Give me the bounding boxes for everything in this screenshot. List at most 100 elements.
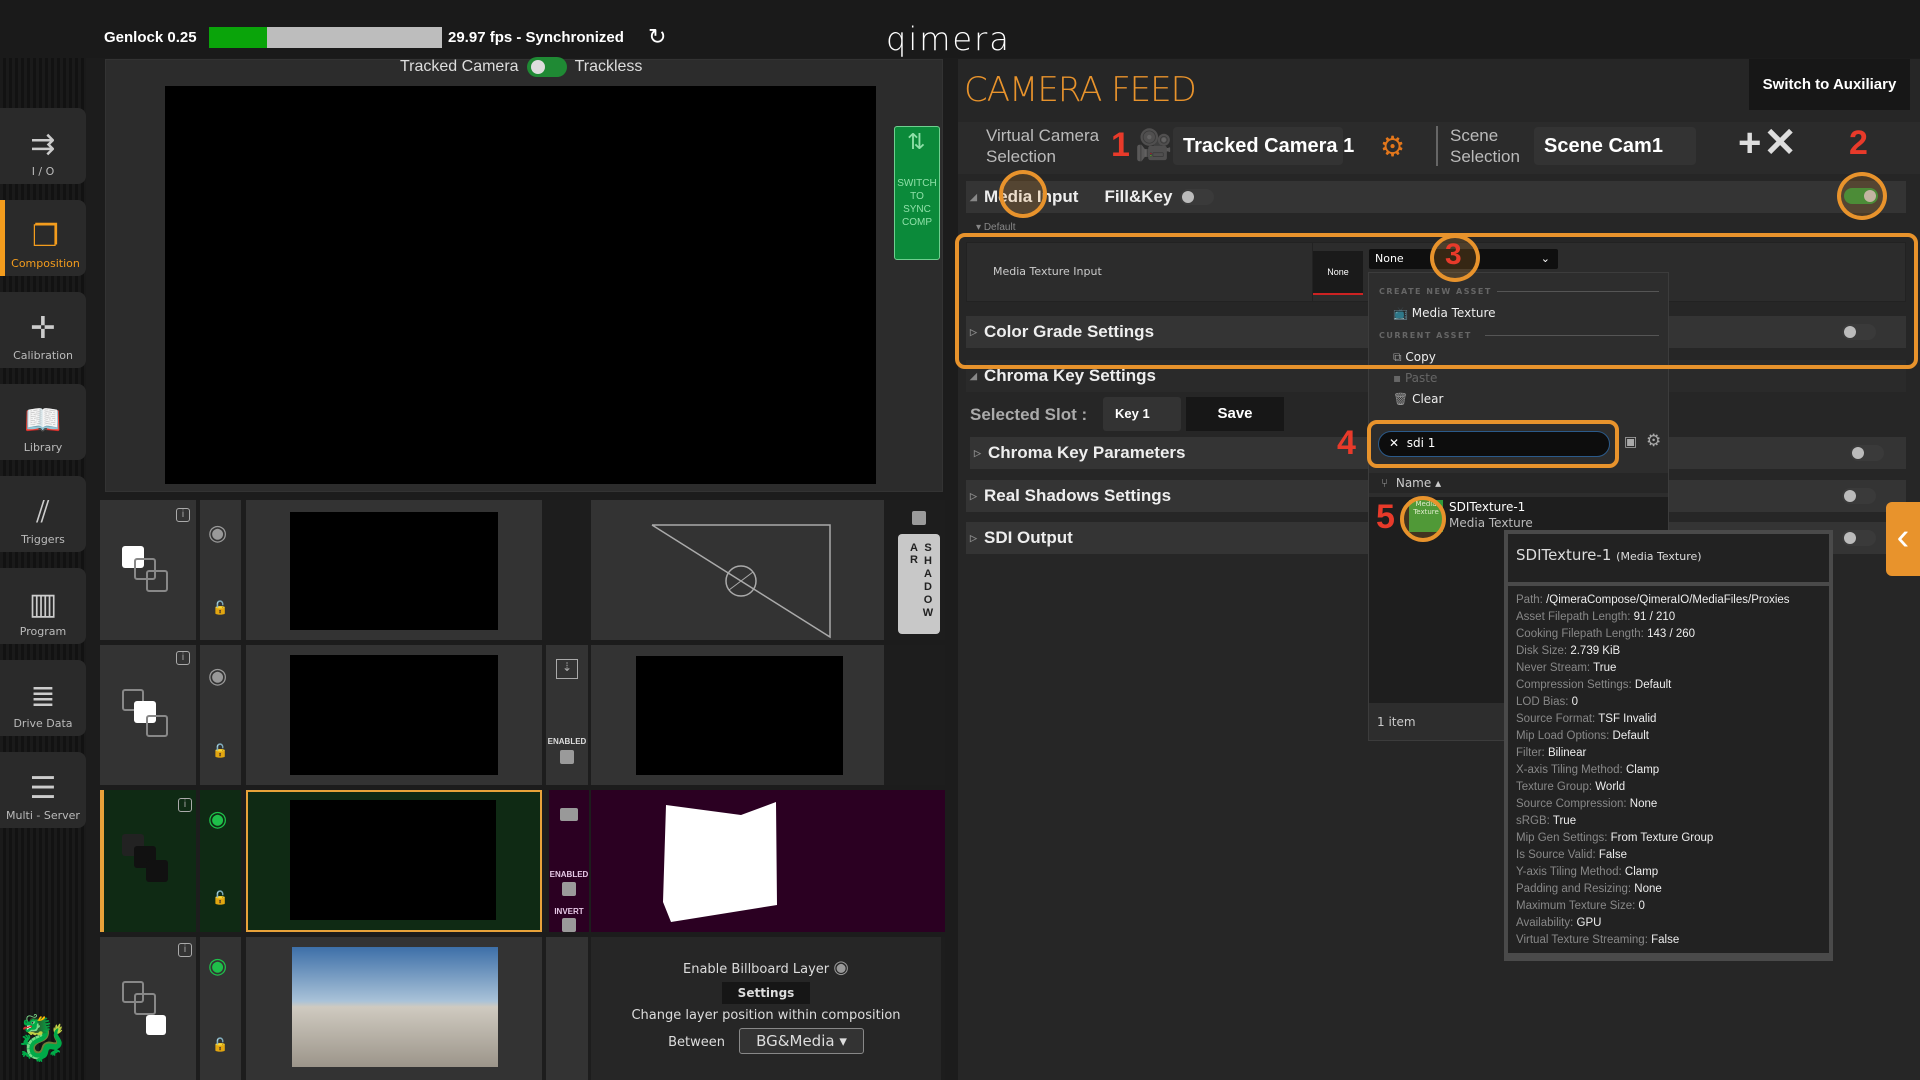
lock-icon[interactable]: 🔓 [212, 743, 229, 758]
branch-icon: ⑂ [1381, 476, 1389, 490]
annotation-2: 2 [1849, 124, 1868, 162]
column-header-name[interactable]: ⑂ Name ▴ [1369, 473, 1668, 493]
triggers-icon: ⫽ [36, 495, 50, 530]
sidebar-item-program[interactable]: ▥ Program [0, 568, 86, 644]
tracked-trackless-toggle[interactable] [526, 57, 567, 77]
paste-icon: ▪ [1393, 371, 1402, 385]
scene-picker[interactable]: Scene Cam1 [1534, 127, 1696, 165]
menu-item-paste[interactable]: ▪ Paste [1393, 371, 1438, 385]
between-dropdown[interactable]: BG&Media ▾ [739, 1028, 864, 1054]
tooltip-row: X-axis Tiling Method: Clamp [1516, 764, 1660, 776]
media-input-section[interactable]: ◢ Media Input Fill&Key [966, 181, 1906, 213]
tooltip-row: Source Compression: None [1516, 798, 1658, 810]
layer-icon-cell: i [100, 500, 196, 640]
lock-icon[interactable]: 🔓 [212, 890, 229, 905]
dragon-logo-icon: 🐉 [14, 1014, 69, 1063]
ar-geometry-icon [651, 524, 831, 639]
sidebar-item-calibration[interactable]: ✛ Calibration [0, 292, 86, 368]
layer-row-selected[interactable]: i ◉ 🔓 ENABLED INVERT [100, 790, 945, 932]
settings-gear-icon[interactable]: ⚙ [1646, 431, 1662, 451]
menu-item-media-texture[interactable]: 📺 Media Texture [1393, 306, 1496, 320]
texture-thumbnail[interactable]: None [1313, 251, 1363, 295]
menu-item-copy[interactable]: ⧉ Copy [1393, 350, 1436, 364]
copy-icon: ⧉ [1393, 350, 1402, 364]
tooltip-row: Virtual Texture Streaming: False [1516, 934, 1680, 946]
sidebar-item-composition[interactable]: ❐ Composition [0, 200, 86, 276]
eye-icon[interactable]: ◉ [208, 520, 228, 545]
annotation-ring-3 [1430, 234, 1480, 282]
layer-thumb-cell[interactable] [246, 937, 542, 1080]
scene-selection-label: Scene Selection [1450, 126, 1520, 166]
eye-icon[interactable]: ◉ [833, 957, 849, 978]
server-icon: ☰ [29, 771, 57, 806]
layer-thumb-cell[interactable] [246, 645, 542, 785]
ar-shadow-checkbox[interactable] [912, 511, 926, 525]
video-camera-icon: 🎥 [1135, 129, 1173, 162]
program-icon: ▥ [28, 587, 58, 622]
fit-icon[interactable]: ⇣ [556, 659, 578, 679]
selected-slot-picker[interactable]: Key 1 [1103, 397, 1181, 431]
default-group-label: ▾ Default [976, 222, 1016, 233]
color-grade-toggle[interactable] [1842, 324, 1876, 340]
fill-key-toggle[interactable] [1180, 189, 1214, 205]
layer-options-cell: ⇣ ENABLED [546, 645, 588, 785]
tooltip-row: Source Format: TSF Invalid [1516, 713, 1657, 725]
layer-row-media[interactable]: i ◉ 🔓 ⇣ ENABLED [100, 645, 945, 785]
camera-selection-row [958, 122, 1920, 174]
sidebar-item-drive-data[interactable]: ≣ Drive Data [0, 660, 86, 736]
info-icon[interactable]: i [176, 508, 190, 522]
add-remove-scene-icons[interactable]: +✕ [1738, 120, 1797, 166]
sidebar-item-triggers[interactable]: ⫽ Triggers [0, 476, 86, 552]
save-button[interactable]: Save [1186, 397, 1284, 431]
sidebar-item-multi-server[interactable]: ☰ Multi - Server [0, 752, 86, 828]
info-icon[interactable]: i [178, 798, 192, 812]
settings-button[interactable]: Settings [721, 982, 811, 1004]
lock-icon[interactable]: 🔓 [212, 1037, 229, 1052]
enabled-checkbox[interactable] [562, 882, 576, 896]
enabled-checkbox[interactable] [560, 750, 574, 764]
sidebar-item-library[interactable]: 📖 Library [0, 384, 86, 460]
genlock-bar-fill [209, 27, 268, 48]
tooltip-row: Availability: GPU [1516, 917, 1602, 929]
virtual-camera-picker[interactable]: Tracked Camera 1 [1173, 127, 1354, 165]
eye-icon[interactable]: ◉ [208, 806, 228, 831]
layer-row-billboard[interactable]: i ◉ 🔓 Enable Billboard Layer ◉ Settings C… [100, 937, 945, 1080]
switch-to-sync-comp-button[interactable]: ⇅ SWITCH TO SYNC COMP [894, 126, 940, 260]
media-texture-icon: 📺 [1393, 306, 1408, 320]
switch-to-auxiliary-button[interactable]: Switch to Auxiliary [1749, 59, 1910, 110]
tooltip-row: sRGB: True [1516, 815, 1577, 827]
info-icon[interactable]: i [176, 651, 190, 665]
viewport-preview [165, 86, 876, 484]
layer-thumb-cell-selected[interactable] [246, 790, 542, 932]
layer-thumb-cell[interactable] [246, 500, 542, 640]
gear-icon[interactable]: ⚙ [1380, 131, 1406, 162]
ar-shadow-button[interactable]: AR SHADOW [898, 534, 940, 634]
chroma-key-toggle[interactable] [1850, 445, 1884, 461]
chevron-down-icon: ⌄ [1540, 252, 1550, 265]
layer-row-ar[interactable]: i ◉ 🔓 [100, 500, 945, 640]
info-icon[interactable]: i [178, 943, 192, 957]
sdi-output-toggle[interactable] [1842, 530, 1876, 546]
real-shadows-toggle[interactable] [1842, 488, 1876, 504]
genlock-bar [209, 27, 442, 48]
menu-item-clear[interactable]: 🗑 Clear [1393, 392, 1444, 406]
collapse-panel-chevron-left-icon[interactable]: ‹ [1886, 502, 1920, 576]
camera-feed-title: CAMERA FEED [964, 70, 1197, 110]
tooltip-row: Padding and Resizing: None [1516, 883, 1662, 895]
matte-camera-icon[interactable] [560, 808, 578, 821]
lock-icon[interactable]: 🔓 [212, 600, 229, 615]
tooltip-row: Path: /QimeraCompose/QimeraIO/MediaFiles… [1516, 594, 1790, 606]
refresh-icon[interactable]: ↻ [648, 24, 667, 49]
matte-shape [663, 802, 777, 922]
folder-icon[interactable]: ▣ [1624, 434, 1638, 450]
asset-search-input[interactable]: ✕ sdi 1 [1378, 431, 1610, 457]
eye-icon[interactable]: ◉ [208, 953, 228, 978]
annotation-ring-2 [1837, 172, 1887, 220]
eye-icon[interactable]: ◉ [208, 663, 228, 688]
sidebar-item-i-o[interactable]: ⇉ I / O [0, 108, 86, 184]
close-icon: ✕ [1763, 121, 1797, 165]
tooltip-row: Mip Load Options: Default [1516, 730, 1649, 742]
invert-checkbox[interactable] [562, 918, 576, 932]
layer-icon-cell: i [100, 790, 196, 932]
change-position-label: Change layer position within composition [631, 1008, 901, 1023]
